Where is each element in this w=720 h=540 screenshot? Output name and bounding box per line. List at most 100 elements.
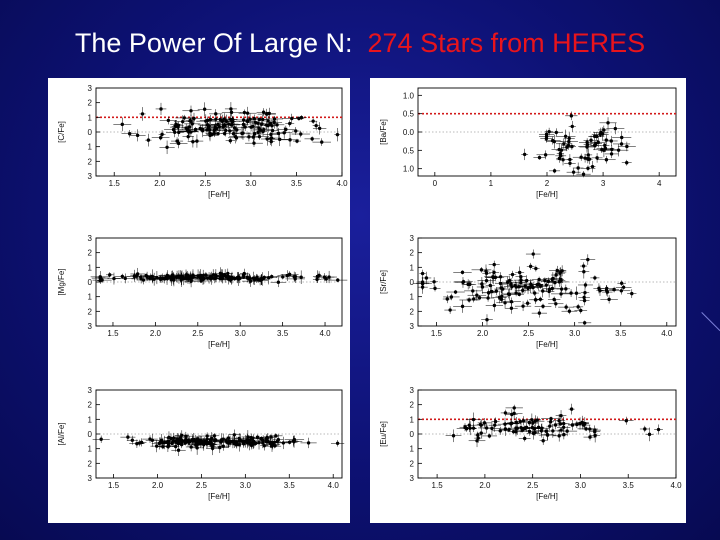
y-tick-label: 0 — [88, 278, 93, 287]
data-point — [514, 291, 518, 295]
data-point — [132, 274, 137, 279]
data-point — [484, 426, 489, 430]
data-point — [567, 136, 571, 141]
data-point — [220, 276, 224, 281]
x-tick-label: 1.5 — [432, 481, 444, 490]
data-point — [570, 124, 574, 129]
data-point — [173, 444, 178, 449]
x-tick-label: 3.0 — [575, 481, 587, 490]
data-point — [189, 109, 193, 113]
decorative-line — [701, 312, 720, 332]
data-point — [551, 276, 555, 281]
data-point — [643, 427, 647, 431]
x-axis-label: [Fe/H] — [208, 190, 230, 199]
data-point — [525, 278, 529, 283]
data-point — [202, 107, 207, 111]
x-tick-label: 3.5 — [291, 179, 303, 188]
data-point — [269, 132, 273, 137]
y-tick-label: 2 — [410, 401, 415, 410]
data-point — [582, 423, 586, 427]
x-tick-label: 4 — [657, 179, 662, 188]
data-point — [232, 126, 237, 130]
data-point — [551, 429, 555, 433]
data-point — [579, 155, 583, 159]
data-point — [449, 295, 454, 299]
data-point — [262, 275, 266, 280]
data-point — [140, 112, 145, 116]
x-tick-label: 4.0 — [319, 329, 331, 338]
data-point — [228, 129, 232, 133]
data-point — [567, 309, 572, 313]
data-point — [561, 425, 566, 429]
data-point — [625, 161, 629, 165]
data-point — [433, 286, 437, 291]
y-tick-label: 1 — [410, 415, 415, 424]
data-point — [146, 138, 151, 142]
data-point — [499, 286, 503, 290]
data-point — [246, 439, 250, 444]
data-point — [547, 129, 551, 134]
data-point — [475, 293, 479, 297]
data-point — [647, 432, 652, 437]
data-points — [90, 267, 348, 288]
data-point — [558, 270, 563, 274]
plot-left-2: 3 2 1 0 1 2 3 4.0 3.5 3.0 2.5 2.0 1.5 [Fe/H] [Al/Fe] — [57, 386, 345, 501]
data-point — [216, 122, 220, 127]
data-point — [210, 443, 215, 447]
data-point — [231, 132, 236, 136]
data-point — [559, 414, 563, 418]
x-tick-label: 0 — [433, 179, 438, 188]
data-point — [176, 141, 181, 146]
data-point — [314, 123, 318, 128]
data-point — [241, 122, 246, 127]
data-point — [553, 423, 558, 427]
data-point — [570, 144, 574, 149]
data-point — [471, 297, 476, 301]
data-point — [249, 443, 254, 448]
data-point — [476, 436, 480, 440]
data-point — [453, 290, 458, 294]
data-point — [530, 425, 535, 430]
data-point — [320, 140, 324, 144]
y-tick-label: 3 — [88, 84, 93, 93]
data-point — [492, 262, 496, 267]
data-point — [265, 112, 269, 116]
plot-right-2: 3 2 1 0 1 2 3 4.0 3.5 3.0 2.5 2.0 1.5 [Fe/H] [Eu/Fe] — [379, 386, 682, 501]
data-point — [583, 290, 587, 295]
x-tick-label: 1.5 — [109, 179, 121, 188]
data-point — [269, 139, 273, 144]
x-tick-label: 1.5 — [431, 329, 443, 338]
data-point — [530, 418, 534, 422]
data-point — [589, 138, 593, 142]
data-point — [549, 416, 553, 421]
x-tick-label: 3.0 — [245, 179, 257, 188]
data-point — [592, 134, 597, 139]
data-point — [554, 130, 559, 135]
data-point — [220, 119, 225, 124]
data-point — [625, 144, 629, 149]
data-point — [268, 122, 273, 126]
data-point — [240, 131, 244, 136]
data-point — [527, 429, 532, 434]
data-point — [609, 152, 614, 156]
data-point — [200, 127, 205, 132]
data-point — [603, 146, 608, 151]
data-point — [270, 274, 274, 279]
data-point — [135, 133, 140, 138]
x-tick-label: 3.5 — [284, 481, 296, 490]
data-points — [445, 403, 663, 448]
data-point — [554, 302, 558, 306]
y-tick-label: 2 — [410, 307, 415, 316]
slide-title: The Power Of Large N: 274 Stars from HER… — [0, 28, 720, 59]
data-point — [544, 132, 549, 136]
x-axis-label: [Fe/H] — [536, 492, 558, 501]
y-axis-label: [Eu/Fe] — [379, 421, 388, 447]
title-prefix: The Power Of Large N: — [74, 28, 353, 58]
data-point — [580, 420, 584, 424]
data-point — [557, 419, 561, 423]
x-axis-label: [Fe/H] — [536, 190, 558, 199]
data-point — [603, 143, 607, 148]
data-point — [593, 276, 597, 280]
data-point — [212, 127, 217, 132]
data-point — [585, 140, 589, 145]
